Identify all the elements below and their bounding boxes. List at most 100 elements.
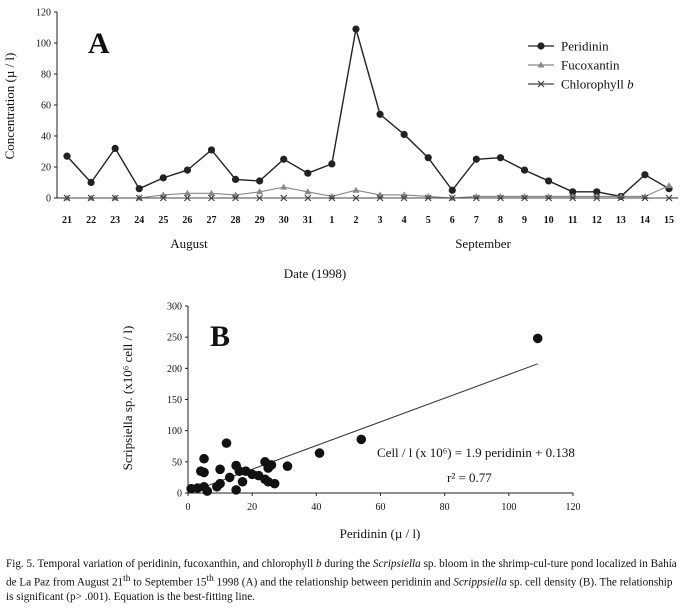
series-2-point-13 [376,194,384,202]
scatter-point-5 [199,453,209,464]
series-2-point-2 [111,194,119,202]
panel-b-scatter-chart: B 0 50 100 150 200 250 300 0 20 40 60 80 100 120 Scr… [120,302,581,542]
a-xtick-label-23: 23 [110,215,120,226]
series-2-point-14 [400,194,408,202]
series-0-point-1 [87,178,95,187]
fit-line [200,363,538,489]
scatter-point-28 [532,333,543,344]
panel-a-series [63,25,673,202]
series-1-point-25 [665,182,673,189]
a-xtick-label-12: 12 [592,215,602,226]
b-ytick-label-0: 0 [177,489,182,500]
series-2-point-16-stroke-b [448,194,456,202]
series-2-point-18 [497,194,504,202]
caption-mid2: sp. bloom in the shrimp-cul-ture pond lo… [6,558,677,589]
series-2-point-19-stroke-b [521,194,528,202]
panel-b-fit-line-group [200,363,538,489]
b-xtick-label-3: 60 [376,502,386,513]
a-xtick-label-31: 31 [303,215,313,226]
regression-equation: Cell / l (x 10⁶) = 1.9 peridinin + 0.138 [377,445,575,460]
series-2-point-14-stroke-b [400,194,408,202]
a-xtick-label-21: 21 [62,215,72,226]
series-0-point-20 [545,177,553,185]
a-xtick-label-15: 15 [664,215,674,226]
a-ytick-label-4: 80 [41,70,51,81]
a-xtick-label-30: 30 [279,215,289,226]
series-0-point-0 [63,152,71,160]
series-2-point-7 [232,194,239,202]
caption-prefix: Fig. 5. Temporal variation of peridinin,… [6,558,317,570]
scatter-point-9 [215,478,225,489]
a-ytick-label-2: 40 [41,132,51,143]
panel-b-y-ticks: 0 50 100 150 200 250 300 [167,302,188,500]
series-0-point-7 [231,175,240,183]
legend-label-2: Chlorophyll b [561,77,634,92]
panel-a-x-axis-label: Date (1998) [284,266,346,281]
a-xtick-label-25: 25 [158,215,168,226]
r-squared-value: r² = 0.77 [447,470,492,485]
scatter-point-27 [356,434,367,445]
b-xtick-label-4: 80 [440,502,450,513]
series-2-point-0 [63,194,71,202]
series-0-point-24 [641,171,649,179]
scatter-point-15 [237,476,248,487]
panel-b-x-axis-label: Peridinin (µ / l) [340,526,421,541]
series-2-point-20-stroke-b [545,194,553,202]
series-2-point-19 [521,194,528,202]
series-2-point-2-stroke-b [111,194,119,202]
series-2-point-6-stroke-b [208,194,215,202]
series-chlorophyll-b [63,194,673,202]
series-0-point-13 [376,110,384,118]
caption-mid4: 1998 (A) and the relationship between pe… [213,576,454,589]
a-xtick-label-27: 27 [206,215,216,226]
series-2-point-1-stroke-b [87,194,95,202]
a-xtick-label-24: 24 [134,215,144,226]
series-2-point-17-stroke-b [472,194,480,202]
a-xtick-label-28: 28 [231,215,241,226]
a-xtick-label-22: 22 [86,215,96,226]
panel-b-letter: B [210,320,230,353]
caption-th-2: th [206,573,214,584]
series-2-point-23 [617,194,625,202]
series-0-point-11 [328,160,336,168]
series-0-point-17 [472,155,480,163]
scatter-point-8 [215,464,225,475]
series-2-point-5 [183,194,191,202]
panel-a-x-ticks: 21 22 23 24 25 26 27 28 29 30 31 1 2 3 4 5 6 7 8 9 10 11 12 13 1… [62,215,674,226]
panel-b-y-axis-label: Scripsiella sp. (x10⁶ cell / l) [120,326,135,471]
series-2-point-21 [569,194,577,202]
a-xtick-label-10: 10 [544,215,554,226]
legend-marker-1 [537,61,545,68]
series-0-point-12 [352,25,360,33]
month-label-september: September [455,236,511,251]
caption-chlorophyll-b: b [316,558,322,570]
a-xtick-label-2: 2 [353,215,358,226]
series-1-point-9 [280,183,288,190]
a-xtick-label-13: 13 [616,215,626,226]
series-2-point-24 [641,194,649,202]
series-line-1 [67,185,670,199]
panel-a-y-axis-label: Concentration (µ / l) [2,53,17,160]
series-2-point-25 [665,194,673,202]
scatter-point-23 [266,460,277,470]
series-2-point-11 [328,194,336,202]
a-xtick-label-29: 29 [255,215,265,226]
series-0-point-21 [569,188,577,196]
series-0-point-18 [496,154,505,162]
a-xtick-label-3: 3 [378,215,383,226]
panel-b-points [186,333,543,496]
legend-marker-2 [537,80,545,88]
series-2-point-17 [472,194,480,202]
legend-label-2-italic: b [627,77,634,92]
panel-a-y-ticks: 0 20 40 60 80 100 120 [36,8,57,205]
a-xtick-label-11: 11 [568,215,577,226]
scatter-point-25 [282,461,293,471]
series-2-point-8-stroke-b [256,194,264,202]
series-2-point-10-stroke-b [304,194,312,202]
series-0-point-15 [424,154,432,162]
scatter-point-24 [269,478,280,489]
scatter-point-12 [231,485,241,495]
b-xtick-label-5: 100 [501,502,516,513]
a-ytick-label-0: 0 [46,194,51,205]
